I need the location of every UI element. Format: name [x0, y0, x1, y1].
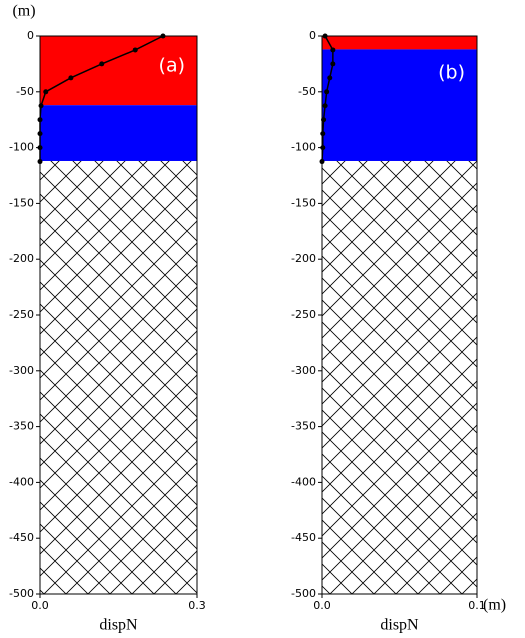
- y-tick-label: 0: [27, 29, 34, 42]
- y-tick-label: 0: [309, 29, 316, 42]
- data-point: [330, 47, 336, 53]
- y-tick-label: -300: [291, 364, 316, 377]
- data-point: [37, 159, 43, 165]
- panel-label: (a): [159, 55, 185, 77]
- y-tick-label: -400: [291, 475, 316, 488]
- panel-label: (b): [438, 62, 465, 84]
- y-tick-label: -150: [291, 196, 316, 209]
- soil-layer: [40, 105, 197, 161]
- y-tick-label: -100: [291, 141, 316, 154]
- y-tick-label: -100: [9, 141, 34, 154]
- data-point: [319, 159, 325, 165]
- y-tick-label: -50: [298, 85, 316, 98]
- y-tick-label: -250: [9, 308, 34, 321]
- y-tick-label: -350: [291, 420, 316, 433]
- y-tick-label: -500: [9, 587, 34, 600]
- soil-layer: [322, 160, 477, 594]
- soil-layer: [40, 160, 197, 594]
- data-point: [99, 61, 105, 67]
- y-tick-label: -250: [291, 308, 316, 321]
- data-point: [322, 33, 328, 39]
- data-point: [324, 89, 330, 95]
- data-point: [321, 117, 327, 123]
- x-tick-label: 0.1: [468, 599, 486, 612]
- y-tick-label: -500: [291, 587, 316, 600]
- x-axis-label: dispN: [380, 617, 419, 634]
- data-point: [132, 47, 138, 53]
- x-tick-label: 0.0: [313, 599, 331, 612]
- soil-layer: [322, 49, 477, 161]
- y-tick-label: -50: [16, 85, 34, 98]
- data-line: [39, 35, 164, 162]
- data-point: [37, 145, 43, 151]
- data-point: [320, 131, 326, 137]
- soil-layer: [322, 36, 477, 50]
- data-point: [330, 61, 336, 67]
- data-line: [321, 35, 334, 162]
- x-tick-label: 0.3: [188, 599, 206, 612]
- data-point: [68, 75, 74, 81]
- y-tick-label: -350: [9, 420, 34, 433]
- data-point: [322, 103, 328, 109]
- soil-layer: [40, 36, 197, 106]
- data-point: [327, 75, 333, 81]
- y-tick-label: -450: [9, 531, 34, 544]
- y-tick-label: -400: [9, 475, 34, 488]
- x-axis-label: dispN: [99, 617, 138, 634]
- data-point: [38, 103, 44, 109]
- y-axis-label: (m): [12, 3, 35, 20]
- y-tick-label: -150: [9, 196, 34, 209]
- data-point: [320, 145, 326, 151]
- data-point: [160, 33, 166, 39]
- y-tick-label: -450: [291, 531, 316, 544]
- y-tick-label: -200: [291, 252, 316, 265]
- data-point: [43, 89, 49, 95]
- x-unit-label: (m): [483, 597, 506, 614]
- data-point: [37, 131, 43, 137]
- data-point: [37, 117, 43, 123]
- x-tick-label: 0.0: [31, 599, 49, 612]
- y-tick-label: -200: [9, 252, 34, 265]
- y-tick-label: -300: [9, 364, 34, 377]
